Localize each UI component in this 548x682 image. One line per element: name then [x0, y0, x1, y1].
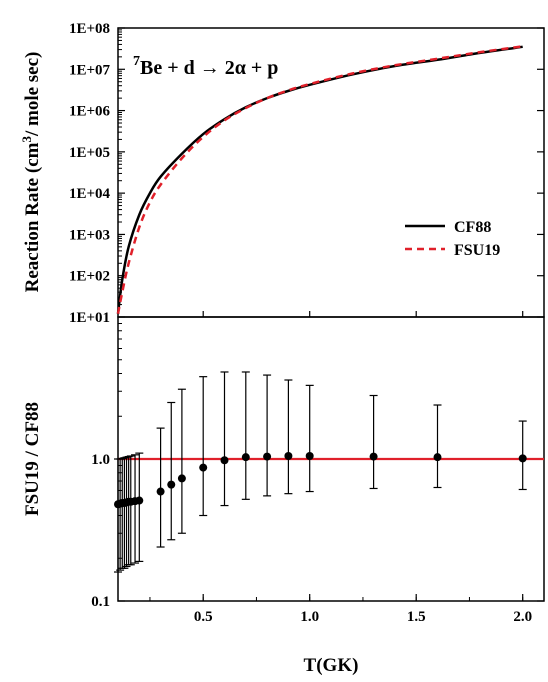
ratio-point [167, 480, 176, 489]
top-series-group [116, 45, 523, 314]
top-y-tick-label: 1E+06 [69, 104, 111, 120]
reaction-annotation-text: Be + d → 2α + p [140, 57, 278, 79]
series-line-fsu19 [116, 45, 523, 314]
series-line-cf88 [116, 45, 523, 314]
legend-label-cf88: CF88 [454, 219, 491, 236]
top-y-tick-label: 1E+08 [69, 21, 110, 37]
top-y-axis-title: Reaction Rate (cm3/ mole sec) [19, 52, 43, 293]
ratio-point [433, 453, 442, 462]
x-axis-title: T(GK) [304, 655, 359, 676]
ratio-point [305, 451, 314, 460]
reaction-annotation: 7Be + d → 2α + p [133, 54, 278, 79]
bottom-x-tick-label: 2.0 [513, 609, 532, 625]
top-y-axis-title-pre: Reaction Rate (cm [22, 142, 43, 292]
legend: CF88 FSU19 [405, 219, 500, 259]
top-y-tick-label: 1E+02 [69, 269, 110, 285]
bottom-y-axis-title: FSU19 / CF88 [22, 402, 43, 516]
top-y-tick-label: 1E+05 [69, 145, 110, 161]
ratio-point [284, 451, 293, 460]
ratio-point [199, 463, 208, 472]
ratio-point [263, 452, 272, 461]
ratio-point [156, 487, 165, 496]
legend-label-fsu19: FSU19 [454, 242, 500, 259]
ratio-point [135, 496, 144, 505]
bottom-y-tick-label: 0.1 [91, 594, 110, 610]
top-ticks: 1E+01 1E+02 1E+03 1E+04 1E+05 1E+06 1E+07 1E+08 [69, 21, 544, 326]
ratio-point [220, 456, 229, 465]
top-y-tick-label: 1E+07 [69, 62, 111, 78]
bottom-x-tick-label: 1.5 [407, 609, 426, 625]
top-y-axis-title-post: / mole sec) [22, 52, 43, 137]
top-y-tick-label: 1E+03 [69, 227, 110, 243]
ratio-point [177, 474, 186, 483]
bottom-ticks: 0.1 1.0 0.5 1.0 1.5 2.0 [91, 322, 544, 625]
bottom-x-tick-label: 1.0 [300, 609, 319, 625]
ratio-point [518, 454, 527, 463]
bottom-series-group [114, 371, 544, 573]
ratio-point [369, 452, 378, 461]
top-y-tick-label: 1E+04 [69, 186, 111, 202]
bottom-y-tick-label: 1.0 [91, 452, 110, 468]
ratio-point [241, 453, 250, 462]
reaction-annotation-sup: 7 [133, 54, 140, 69]
bottom-x-tick-label: 0.5 [194, 609, 213, 625]
top-y-axis-title-sup: 3 [19, 136, 34, 143]
top-y-tick-label: 1E+01 [69, 310, 110, 326]
